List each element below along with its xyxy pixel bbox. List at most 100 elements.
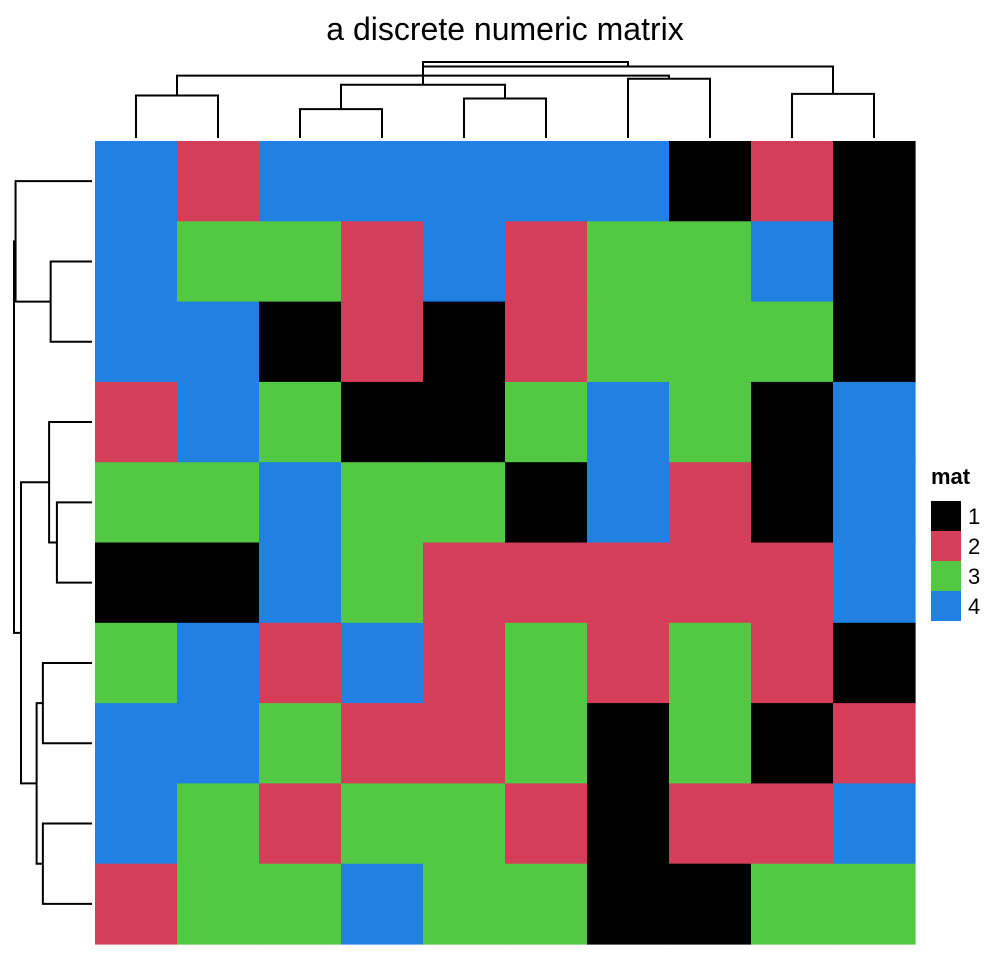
heatmap-cell-r9-c2 [177,783,260,865]
heatmap-cell-r6-c2 [177,542,260,624]
column-dendrogram-branch-3 [135,94,219,138]
column-dendrogram-branch-6 [627,77,711,138]
heatmap-cell-r1-c4 [341,141,424,222]
heatmap-cell-r8-c9 [751,703,834,784]
heatmap-cell-r3-c3 [259,301,342,383]
heatmap-cell-r2-c6 [505,221,588,303]
heatmap-cell-r8-c1 [95,703,178,784]
row-dendrogram-branch-7 [20,481,50,785]
heatmap-cell-r4-c10 [833,381,916,463]
heatmap-cell-r10-c2 [177,863,260,945]
heatmap-cell-r4-c9 [751,381,834,463]
legend-label-3: 3 [968,564,980,589]
heatmap-cell-r4-c5 [423,381,506,463]
heatmap-cell-r1-c3 [259,141,342,222]
heatmap-cell-r2-c1 [95,221,178,303]
heatmap-cell-r5-c8 [669,462,752,544]
heatmap-cell-r7-c9 [751,622,834,704]
legend-label-4: 4 [968,594,980,619]
heatmap-cell-r4-c7 [587,381,670,463]
heatmap-cell-r8-c6 [505,703,588,784]
heatmap-cell-r9-c8 [669,783,752,865]
heatmap-cell-r5-c10 [833,462,916,544]
heatmap-cell-r10-c8 [669,863,752,945]
heatmap-cell-r8-c10 [833,703,916,784]
heatmap-cell-r3-c2 [177,301,260,383]
heatmap-cell-r10-c1 [95,863,178,945]
heatmap-cell-r4-c6 [505,381,588,463]
heatmap-cell-r8-c3 [259,703,342,784]
heatmap-cell-r9-c9 [751,783,834,865]
heatmap-cell-r9-c1 [95,783,178,865]
heatmap-cell-r3-c10 [833,301,916,383]
heatmap-cell-r8-c4 [341,703,424,784]
heatmap-cell-r5-c3 [259,462,342,544]
heatmap-cell-r2-c2 [177,221,260,303]
heatmap-grid [95,141,916,945]
heatmap-cell-r10-c3 [259,863,342,945]
heatmap-cell-r2-c4 [341,221,424,303]
column-dendrogram [135,61,875,138]
heatmap-cell-r9-c6 [505,783,588,865]
legend-label-1: 1 [968,504,980,529]
heatmap-cell-r10-c6 [505,863,588,945]
heatmap-cell-r1-c6 [505,141,588,222]
legend-swatch-2 [931,531,961,561]
heatmap-cell-r9-c5 [423,783,506,865]
legend-swatch-3 [931,561,961,591]
row-dendrogram-branch-9 [13,240,22,634]
heatmap-cell-r7-c4 [341,622,424,704]
heatmap-cell-r4-c3 [259,381,342,463]
heatmap-cell-r5-c6 [505,462,588,544]
heatmap-cell-r7-c8 [669,622,752,704]
heatmap-cell-r6-c4 [341,542,424,624]
heatmap-cell-r2-c3 [259,221,342,303]
row-dendrogram-branch-3 [48,421,92,544]
heatmap-cell-r7-c3 [259,622,342,704]
column-dendrogram-branch-5 [340,83,506,110]
heatmap-cell-r6-c9 [751,542,834,624]
column-dendrogram-branch-4 [791,92,875,138]
heatmap-cell-r3-c5 [423,301,506,383]
heatmap-cell-r6-c7 [587,542,670,624]
heatmap-cell-r7-c6 [505,622,588,704]
heatmap-cell-r4-c8 [669,381,752,463]
heatmap-cell-r1-c1 [95,141,178,222]
heatmap-cell-r7-c10 [833,622,916,704]
heatmap-cell-r9-c7 [587,783,670,865]
heatmap-cell-r4-c4 [341,381,424,463]
heatmap-cell-r1-c2 [177,141,260,222]
heatmap-cell-r2-c10 [833,221,916,303]
heatmap-cell-r8-c8 [669,703,752,784]
heatmap-cell-r7-c7 [587,622,670,704]
heatmap-cell-r6-c6 [505,542,588,624]
heatmap-cell-r4-c2 [177,381,260,463]
column-dendrogram-branch-1 [299,108,383,138]
legend-title: mat [931,464,971,489]
heatmap-cell-r5-c5 [423,462,506,544]
heatmap-cell-r3-c4 [341,301,424,383]
heatmap-cell-r2-c8 [669,221,752,303]
heatmap-cell-r3-c9 [751,301,834,383]
heatmap-cell-r7-c1 [95,622,178,704]
heatmap-cell-r1-c5 [423,141,506,222]
heatmap-cell-r1-c7 [587,141,670,222]
heatmap-cell-r5-c1 [95,462,178,544]
heatmap-cell-r1-c9 [751,141,834,222]
legend-label-2: 2 [968,534,980,559]
column-dendrogram-branch-9 [422,61,629,85]
heatmap-cell-r5-c9 [751,462,834,544]
heatmap-cell-r6-c8 [669,542,752,624]
heatmap-cell-r6-c1 [95,542,178,624]
heatmap-cell-r10-c7 [587,863,670,945]
row-dendrogram-branch-1 [55,501,92,584]
heatmap-cell-r3-c1 [95,301,178,383]
heatmap-cell-r7-c5 [423,622,506,704]
row-dendrogram-branch-4 [41,822,92,905]
row-dendrogram-branch-2 [49,260,92,343]
row-dendrogram-branch-8 [14,180,92,303]
heatmap-cell-r6-c5 [423,542,506,624]
heatmap-cell-r9-c3 [259,783,342,865]
heatmap-cell-r2-c5 [423,221,506,303]
